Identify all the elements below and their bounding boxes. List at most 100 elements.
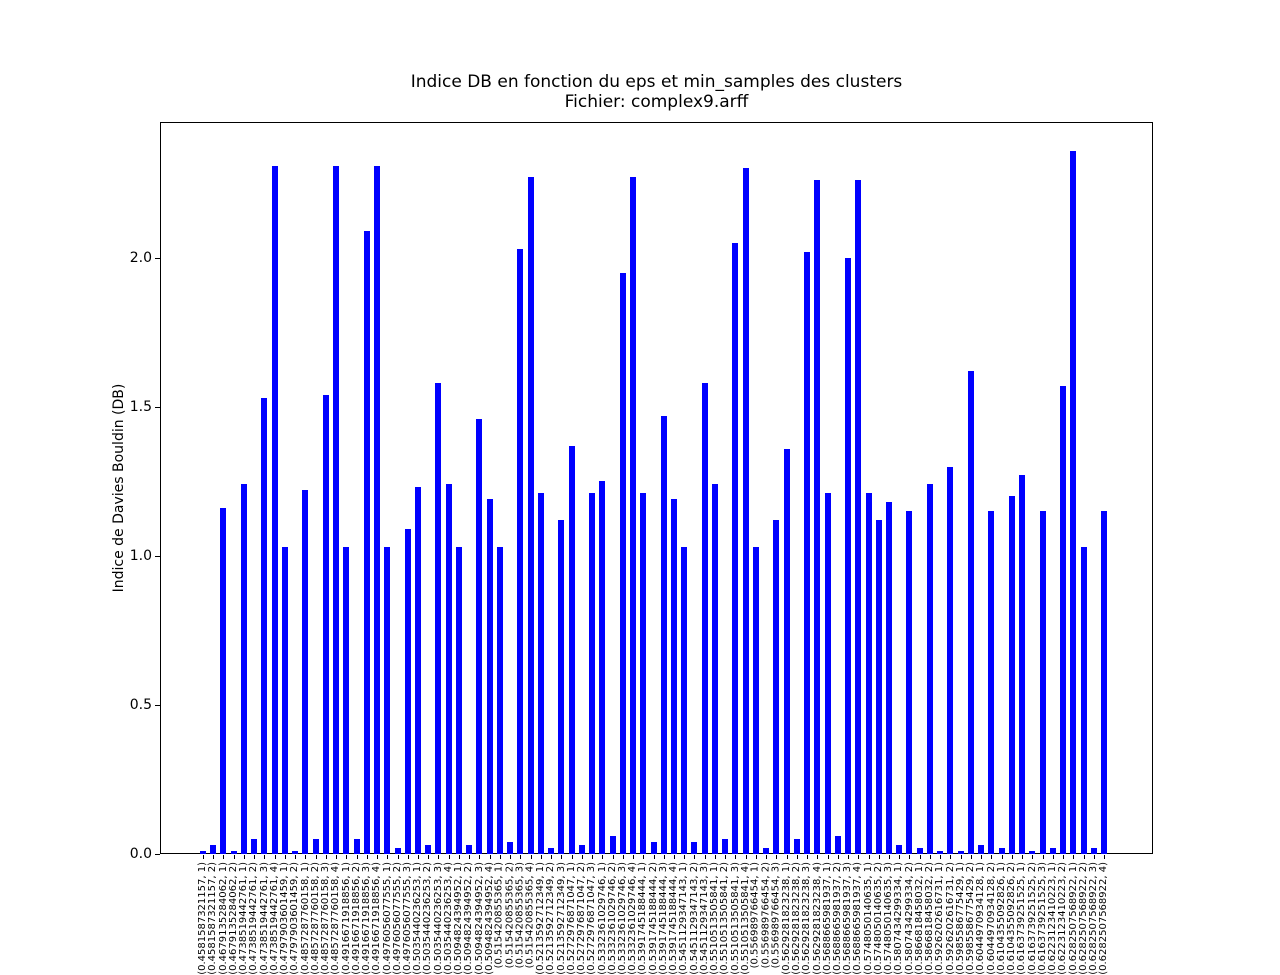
bar bbox=[1039, 511, 1046, 854]
bar bbox=[1070, 151, 1077, 854]
bar bbox=[322, 395, 329, 854]
x-tick bbox=[807, 855, 809, 859]
x-tick bbox=[684, 855, 686, 859]
x-tick bbox=[837, 855, 839, 859]
bar bbox=[865, 493, 872, 854]
bar bbox=[681, 547, 688, 854]
x-tick-label-text: (0.5926202616731, 1) bbox=[934, 862, 946, 975]
x-tick bbox=[1001, 855, 1003, 859]
bar bbox=[210, 845, 217, 854]
bar bbox=[855, 180, 862, 854]
plot-area bbox=[160, 122, 1153, 854]
x-tick bbox=[888, 855, 890, 859]
x-tick bbox=[520, 855, 522, 859]
x-tick bbox=[540, 855, 542, 859]
x-tick bbox=[284, 855, 286, 859]
bar bbox=[517, 249, 524, 854]
x-tick bbox=[602, 855, 604, 859]
chart-title-line2: Fichier: complex9.arff bbox=[564, 92, 749, 112]
x-tick bbox=[264, 855, 266, 859]
x-tick bbox=[663, 855, 665, 859]
x-tick bbox=[1011, 855, 1013, 859]
x-tick-label-text: (0.5272976871047, 3) bbox=[586, 862, 598, 975]
bar bbox=[230, 851, 237, 854]
x-tick-label-text: (0.5094824394952, 2) bbox=[463, 862, 475, 975]
x-tick bbox=[714, 855, 716, 859]
x-tick bbox=[325, 855, 327, 859]
y-tick bbox=[155, 556, 160, 557]
x-tick-label-text: (0.6282507568922, 1) bbox=[1067, 862, 1079, 975]
bar bbox=[701, 383, 708, 854]
x-tick bbox=[213, 855, 215, 859]
x-tick bbox=[622, 855, 624, 859]
bar bbox=[578, 845, 585, 854]
bar bbox=[916, 848, 923, 854]
x-tick bbox=[919, 855, 921, 859]
bar bbox=[722, 839, 729, 854]
chart-title: Indice DB en fonction du eps et min_samp… bbox=[160, 72, 1153, 112]
bar bbox=[558, 520, 565, 854]
bar bbox=[937, 851, 944, 854]
y-tick-label: 1.0 bbox=[129, 548, 152, 564]
bar bbox=[292, 851, 299, 854]
x-tick bbox=[817, 855, 819, 859]
x-tick bbox=[254, 855, 256, 859]
bar bbox=[568, 446, 575, 854]
x-tick bbox=[643, 855, 645, 859]
x-tick bbox=[356, 855, 358, 859]
bar bbox=[404, 529, 411, 854]
x-tick-label-text: (0.4857287760158, 4) bbox=[330, 862, 342, 975]
x-tick bbox=[950, 855, 952, 859]
x-tick-label-text: (0.6044970934128, 1) bbox=[975, 862, 987, 975]
x-tick bbox=[1093, 855, 1095, 859]
bar bbox=[333, 166, 340, 854]
x-tick bbox=[694, 855, 696, 859]
bar bbox=[271, 166, 278, 854]
x-tick bbox=[612, 855, 614, 859]
x-tick-label-text: (0.556989766454, 1) bbox=[749, 862, 761, 969]
bar bbox=[240, 484, 247, 854]
x-tick bbox=[858, 855, 860, 859]
bar bbox=[906, 511, 913, 854]
x-tick bbox=[991, 855, 993, 859]
x-tick bbox=[899, 855, 901, 859]
bar bbox=[589, 493, 596, 854]
bar bbox=[1090, 848, 1097, 854]
x-tick bbox=[909, 855, 911, 859]
x-tick bbox=[796, 855, 798, 859]
x-tick bbox=[633, 855, 635, 859]
bar bbox=[1029, 851, 1036, 854]
bar bbox=[435, 383, 442, 854]
x-tick bbox=[1042, 855, 1044, 859]
bar bbox=[425, 845, 432, 854]
x-tick bbox=[428, 855, 430, 859]
bar bbox=[691, 842, 698, 854]
x-tick bbox=[1073, 855, 1075, 859]
bar bbox=[476, 419, 483, 854]
x-tick bbox=[387, 855, 389, 859]
x-tick bbox=[469, 855, 471, 859]
x-tick bbox=[970, 855, 972, 859]
x-tick bbox=[346, 855, 348, 859]
bar bbox=[1060, 386, 1067, 854]
x-tick bbox=[755, 855, 757, 859]
bar bbox=[998, 848, 1005, 854]
x-tick-label-text: (0.4738519442761, 2) bbox=[248, 862, 260, 975]
x-tick bbox=[673, 855, 675, 859]
bar bbox=[742, 168, 749, 854]
bar bbox=[374, 166, 381, 854]
bar bbox=[455, 547, 462, 854]
x-tick bbox=[1052, 855, 1054, 859]
bar bbox=[363, 231, 370, 854]
bar bbox=[783, 449, 790, 854]
x-tick bbox=[571, 855, 573, 859]
x-tick-label-text: (0.4976056077555, 1) bbox=[381, 862, 393, 975]
bar bbox=[670, 499, 677, 854]
bar bbox=[957, 851, 964, 854]
bar bbox=[752, 547, 759, 854]
x-tick bbox=[766, 855, 768, 859]
x-tick bbox=[1022, 855, 1024, 859]
x-tick bbox=[203, 855, 204, 859]
bar bbox=[486, 499, 493, 854]
bar bbox=[312, 839, 319, 854]
